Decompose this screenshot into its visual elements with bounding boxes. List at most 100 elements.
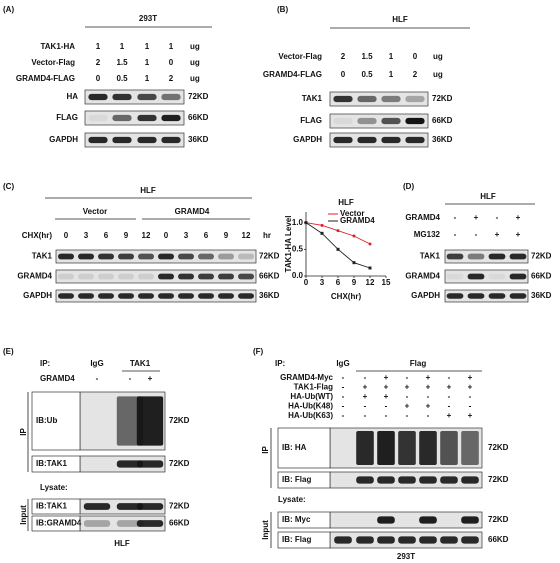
row-value: 1: [145, 74, 150, 83]
blot-label: IB: HA: [282, 443, 307, 452]
blot: [444, 289, 529, 303]
side-label: IP: [261, 446, 270, 454]
band: [419, 516, 437, 524]
row-value: 2: [96, 58, 101, 67]
row-value: -: [385, 411, 388, 420]
row-value: +: [468, 383, 473, 392]
row-value: -: [342, 383, 345, 392]
blot-size: 36KD: [432, 135, 453, 144]
row-value: -: [385, 402, 388, 411]
band: [334, 536, 352, 544]
panel-label: (F): [253, 347, 264, 356]
cell-line: HLF: [114, 539, 130, 548]
band: [83, 503, 111, 510]
band: [58, 293, 74, 299]
band: [98, 273, 114, 280]
band: [398, 476, 416, 484]
row-value: +: [405, 402, 410, 411]
row-unit: ug: [433, 52, 443, 61]
band: [218, 273, 234, 280]
band: [461, 516, 479, 524]
band: [136, 460, 164, 468]
x-tick-label: 6: [336, 278, 341, 287]
band: [137, 93, 157, 101]
blot: [84, 110, 185, 126]
blot-size: 36KD: [188, 135, 209, 144]
row-value: -: [342, 411, 345, 420]
band: [116, 396, 144, 446]
row-value: -: [427, 392, 430, 401]
point: [336, 229, 340, 233]
blot-label: IB: Myc: [282, 515, 311, 524]
row-value: -: [454, 230, 457, 239]
row-value: +: [384, 383, 389, 392]
row-unit: ug: [190, 74, 200, 83]
row-value: +: [363, 383, 368, 392]
blot-size: 72KD: [188, 92, 209, 101]
row-label: HA-Ub(WT): [290, 392, 333, 401]
row-value: 0.5: [116, 74, 128, 83]
row-value: +: [516, 213, 521, 222]
band: [467, 253, 485, 260]
band: [116, 520, 144, 527]
row-value: 1: [96, 42, 101, 51]
row-label: TAK1-Flag: [294, 383, 334, 392]
column-label: IgG: [90, 359, 103, 368]
panel-label: (C): [3, 182, 14, 191]
band: [357, 136, 377, 144]
row-value: +: [363, 392, 368, 401]
blot-size: 66KD: [531, 272, 552, 281]
band: [509, 293, 527, 299]
band: [218, 293, 234, 299]
band: [88, 93, 108, 101]
blot-label-box: [277, 471, 331, 489]
band: [198, 253, 214, 260]
row-value: +: [384, 392, 389, 401]
row-value: -: [448, 392, 451, 401]
blot-label-box: [277, 531, 331, 549]
blot-label: IB:TAK1: [36, 459, 68, 468]
row-value: -: [96, 374, 99, 383]
blot-label: GAPDH: [23, 291, 52, 300]
blot-size: 72KD: [169, 416, 190, 425]
blot-label-box: [31, 455, 81, 473]
point: [304, 221, 308, 225]
blot-size: 72KD: [488, 443, 509, 452]
blot: [84, 89, 185, 105]
band: [405, 136, 425, 144]
row-label: HA-Ub(K63): [288, 411, 333, 420]
row-value: -: [469, 402, 472, 411]
row-value: 6: [104, 231, 109, 240]
side-label: IP: [19, 428, 28, 436]
blot-size: 72KD: [488, 515, 509, 524]
row-value: 1: [169, 42, 174, 51]
row-value: +: [405, 383, 410, 392]
band: [83, 520, 111, 527]
row-label: GRAMD4-Myc: [280, 373, 333, 382]
row-value: 2: [341, 52, 346, 61]
blot-label: IB: Flag: [282, 535, 311, 544]
row-value: 1: [389, 70, 394, 79]
band: [161, 93, 181, 101]
band: [488, 273, 506, 280]
row-value: -: [469, 392, 472, 401]
row-value: +: [516, 230, 521, 239]
band: [138, 253, 154, 260]
blot: [444, 269, 529, 284]
row-value: -: [448, 402, 451, 411]
row-label: MG132: [414, 230, 441, 239]
row-value: -: [427, 411, 430, 420]
blot-size: 36KD: [531, 291, 552, 300]
blot: [329, 132, 429, 148]
y-axis-label: TAK1-HA Level: [284, 216, 293, 273]
blot: [55, 289, 257, 303]
row-value: 12: [142, 231, 151, 240]
point: [368, 266, 372, 270]
band: [138, 273, 154, 280]
blot: [329, 91, 429, 107]
row-value: 2: [413, 70, 418, 79]
row-value: +: [148, 374, 153, 383]
band: [136, 396, 164, 446]
band: [333, 95, 353, 103]
band: [178, 293, 194, 299]
